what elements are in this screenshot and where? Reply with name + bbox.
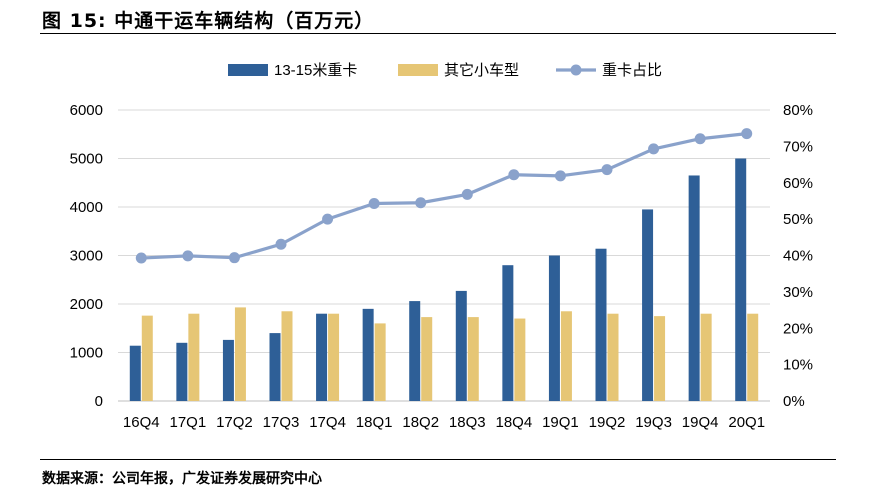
y2-tick-label: 40% — [783, 248, 813, 265]
bar-other-vehicle — [514, 318, 526, 401]
line-point — [601, 164, 613, 176]
y-tick-label: 1000 — [70, 345, 103, 362]
legend-label-other-vehicle: 其它小车型 — [444, 61, 519, 79]
x-tick-label: 18Q2 — [402, 414, 439, 431]
bar-heavy-truck — [642, 209, 654, 401]
line-point — [554, 170, 566, 182]
line-point — [182, 250, 194, 262]
x-axis-ticks: 16Q4 17Q1 17Q2 17Q3 17Q4 18Q1 18Q2 18Q3 18Q4 19Q1… — [123, 414, 765, 431]
legend-label-heavy-truck: 13-15米重卡 — [274, 62, 357, 79]
line-point — [508, 169, 520, 181]
bar-heavy-truck — [735, 158, 747, 401]
bar-other-vehicle — [560, 311, 572, 401]
bar-other-vehicle — [374, 323, 386, 401]
x-tick-label: 20Q1 — [728, 414, 765, 431]
bar-other-vehicle — [467, 317, 479, 401]
y2-tick-label: 20% — [783, 320, 813, 337]
line-point — [275, 238, 287, 250]
y-tick-label: 4000 — [70, 199, 103, 216]
x-tick-label: 17Q2 — [216, 414, 253, 431]
right-axis-ticks: 0% 10% 20% 30% 40% 50% 60% 70% 80% — [783, 102, 813, 410]
bar-heavy-truck — [595, 248, 607, 401]
x-tick-label: 18Q1 — [356, 414, 393, 431]
y2-tick-label: 80% — [783, 102, 813, 119]
x-tick-label: 18Q4 — [496, 414, 533, 431]
line-point — [461, 188, 473, 200]
line-heavy-truck-share — [141, 132, 747, 260]
source-rule — [40, 459, 836, 460]
bar-other-vehicle — [328, 313, 340, 401]
bar-heavy-truck — [176, 342, 188, 401]
bar-other-vehicle — [188, 313, 200, 401]
x-tick-label: 17Q1 — [170, 414, 207, 431]
y2-tick-label: 50% — [783, 211, 813, 228]
bar-other-vehicle — [141, 315, 153, 401]
bar-other-vehicle — [654, 316, 666, 401]
line-point — [415, 197, 427, 209]
y2-tick-label: 0% — [783, 393, 805, 410]
line-point — [694, 133, 706, 145]
legend: 13-15米重卡 其它小车型 重卡占比 — [228, 61, 662, 79]
title-rule — [40, 33, 836, 34]
line-point — [741, 128, 753, 140]
bar-heavy-truck — [362, 308, 374, 401]
x-tick-label: 16Q4 — [123, 414, 160, 431]
bar-other-vehicle — [234, 307, 246, 401]
bar-heavy-truck — [269, 333, 281, 401]
bar-heavy-truck — [222, 339, 234, 401]
x-tick-label: 17Q3 — [263, 414, 300, 431]
bar-heavy-truck — [316, 313, 328, 401]
x-tick-label: 19Q4 — [682, 414, 719, 431]
x-tick-label: 18Q3 — [449, 414, 486, 431]
line-point — [368, 197, 380, 209]
y2-tick-label: 70% — [783, 138, 813, 155]
line-point — [135, 252, 147, 264]
bar-series — [129, 158, 759, 401]
bar-other-vehicle — [700, 313, 712, 401]
bar-other-vehicle — [281, 311, 293, 401]
line-point — [648, 143, 660, 155]
x-tick-label: 17Q4 — [309, 414, 346, 431]
bar-other-vehicle — [421, 317, 433, 401]
y-tick-label: 0 — [95, 393, 103, 410]
y2-tick-label: 10% — [783, 357, 813, 374]
left-axis-ticks: 0 1000 2000 3000 4000 5000 6000 — [70, 102, 103, 410]
legend-swatch-heavy-truck — [228, 64, 268, 76]
x-tick-label: 19Q2 — [589, 414, 626, 431]
bar-heavy-truck — [455, 290, 467, 401]
line-series — [135, 128, 753, 264]
legend-label-share: 重卡占比 — [602, 62, 662, 79]
bar-heavy-truck — [548, 255, 560, 401]
figure-title: 图 15: 中通干运车辆结构（百万元） — [42, 10, 375, 32]
y-tick-label: 2000 — [70, 296, 103, 313]
bar-heavy-truck — [688, 175, 700, 401]
y2-tick-label: 30% — [783, 284, 813, 301]
y-tick-label: 6000 — [70, 102, 103, 119]
y-tick-label: 3000 — [70, 248, 103, 265]
legend-swatch-other-vehicle — [398, 64, 438, 76]
y2-tick-label: 60% — [783, 175, 813, 192]
bar-heavy-truck — [502, 265, 514, 401]
bar-heavy-truck — [409, 301, 421, 401]
line-point — [228, 252, 240, 264]
bar-other-vehicle — [607, 313, 619, 401]
legend-marker-share — [570, 64, 582, 76]
x-tick-label: 19Q1 — [542, 414, 579, 431]
bar-other-vehicle — [747, 313, 759, 401]
source-note: 数据来源：公司年报，广发证券发展研究中心 — [42, 471, 322, 487]
y-tick-label: 5000 — [70, 151, 103, 168]
x-tick-label: 19Q3 — [635, 414, 672, 431]
line-point — [322, 213, 334, 225]
bar-heavy-truck — [129, 345, 141, 401]
